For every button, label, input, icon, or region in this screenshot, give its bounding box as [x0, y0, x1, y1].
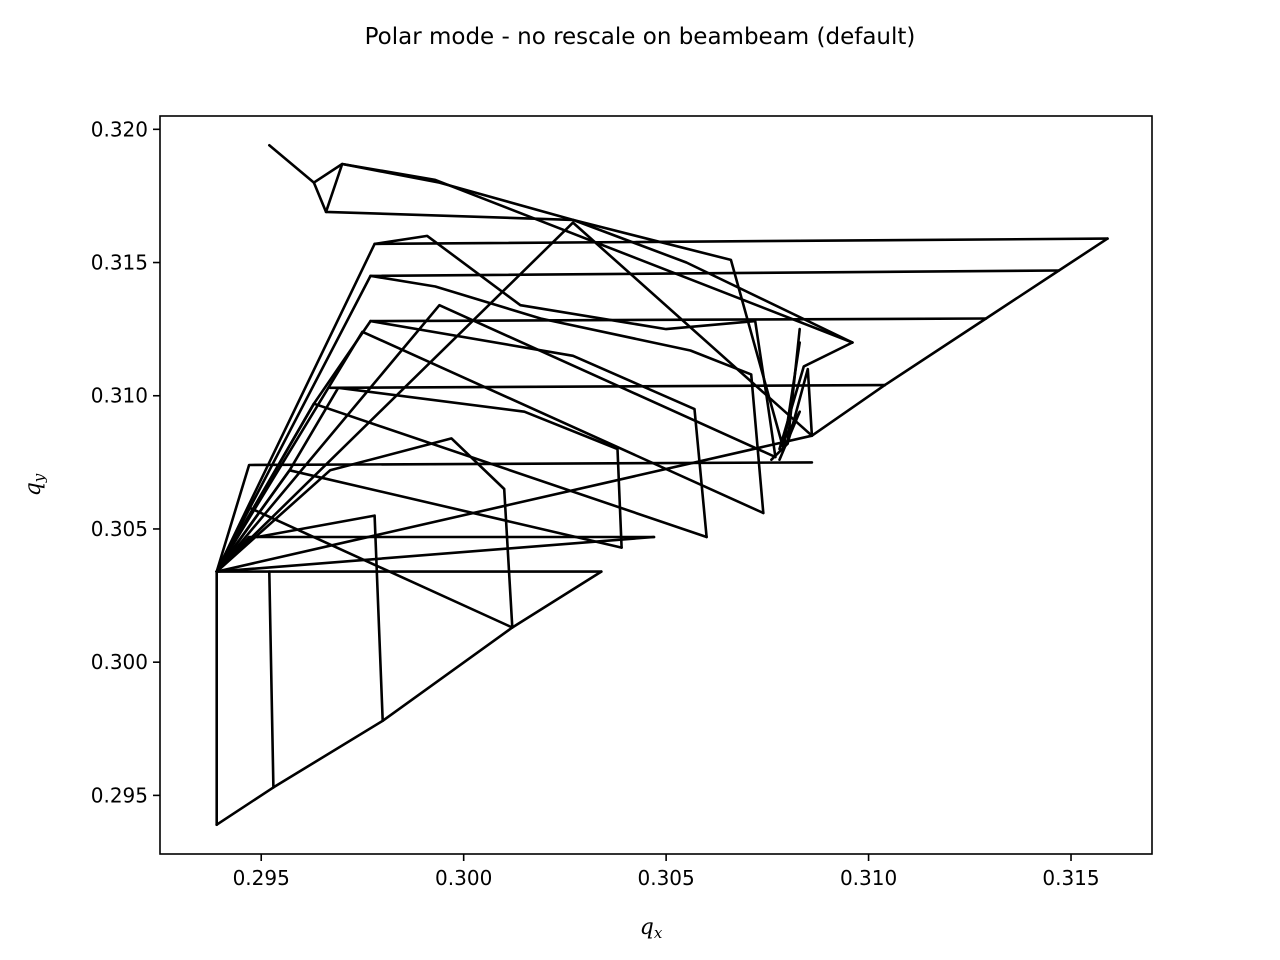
plot-lines [215, 144, 1109, 827]
series-line-24 [215, 303, 777, 573]
series-line-25 [215, 221, 814, 573]
series-line-17 [369, 274, 765, 515]
y-tick-label-2: 0.305 [91, 517, 148, 541]
series-line-28 [778, 341, 854, 451]
y-tick-label-5: 0.320 [91, 117, 148, 141]
series-line-19 [324, 162, 802, 451]
series-line-21 [215, 468, 623, 573]
series-line-9 [215, 461, 814, 573]
y-tick-label-0: 0.295 [91, 783, 148, 807]
series-line-27 [312, 181, 854, 344]
series-line-26 [267, 144, 854, 344]
x-tick-label-2: 0.305 [637, 866, 694, 890]
y-tick-label-4: 0.315 [91, 251, 148, 275]
y-axis-ticks: 0.295 0.300 0.305 0.310 0.315 0.320 [91, 117, 160, 807]
x-tick-label-3: 0.310 [840, 866, 897, 890]
x-tick-label-1: 0.300 [435, 866, 492, 890]
x-axis-label: qx [640, 915, 663, 942]
series-line-15 [336, 386, 623, 549]
series-line-23 [215, 330, 765, 573]
chart-title: Polar mode - no rescale on beambeam (def… [365, 24, 916, 50]
series-line-11 [215, 317, 988, 573]
series-line-22 [215, 402, 708, 573]
series-line-3 [883, 237, 1109, 387]
y-tick-label-1: 0.300 [91, 650, 148, 674]
series-line-31 [778, 410, 802, 462]
series-line-18 [373, 234, 777, 459]
y-tick-label-3: 0.310 [91, 384, 148, 408]
series-line-16 [369, 319, 708, 539]
series-line-5 [267, 570, 275, 789]
series-line-20 [215, 506, 514, 629]
x-tick-label-4: 0.315 [1042, 866, 1099, 890]
plot-frame [159, 115, 1153, 855]
y-axis-label: qy [21, 473, 48, 496]
x-tick-label-0: 0.295 [233, 866, 290, 890]
series-line-1 [215, 535, 656, 573]
series-line-6 [255, 514, 385, 723]
x-axis-ticks: 0.295 0.300 0.305 0.310 0.315 [233, 854, 1100, 890]
series-line-14 [215, 437, 514, 629]
